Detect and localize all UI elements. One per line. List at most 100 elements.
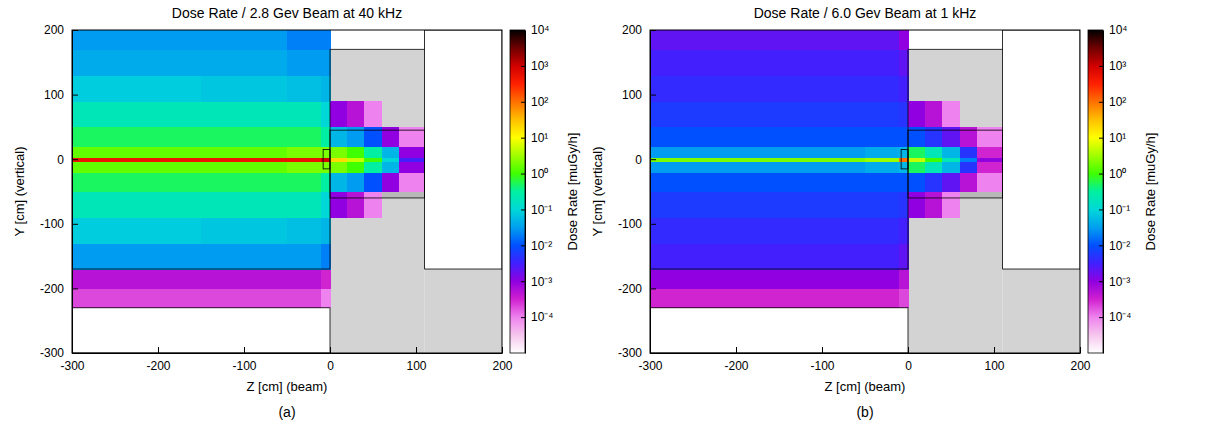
cell bbox=[650, 172, 694, 192]
cell bbox=[977, 161, 1003, 172]
cell bbox=[908, 161, 926, 172]
outline bbox=[425, 30, 502, 269]
cell bbox=[399, 161, 425, 172]
cell bbox=[822, 172, 866, 192]
panel-label: (a) bbox=[278, 404, 295, 420]
panel: -300-200-1000100200-300-200-1000100200Do… bbox=[12, 5, 580, 420]
cell bbox=[693, 243, 737, 269]
cell bbox=[244, 217, 288, 243]
cell bbox=[382, 172, 400, 192]
cell bbox=[779, 101, 823, 127]
cell bbox=[693, 288, 737, 308]
cell bbox=[321, 269, 330, 289]
cell bbox=[201, 161, 245, 172]
cell bbox=[287, 49, 322, 75]
cell bbox=[330, 157, 348, 161]
background bbox=[650, 30, 1080, 353]
colorbar-tick-mark bbox=[1099, 66, 1103, 67]
cell bbox=[201, 49, 245, 75]
cell bbox=[942, 157, 960, 161]
y-tick-label: 200 bbox=[622, 23, 642, 37]
cell bbox=[321, 217, 330, 243]
cell bbox=[779, 192, 823, 218]
cell bbox=[321, 49, 330, 75]
boundary-line bbox=[330, 49, 331, 269]
cell bbox=[347, 192, 365, 218]
cell bbox=[115, 75, 159, 101]
y-tick-label: 100 bbox=[622, 88, 642, 102]
cell bbox=[779, 49, 823, 75]
y-tick-label: 0 bbox=[635, 153, 642, 167]
cell bbox=[72, 192, 116, 218]
x-tick-mark bbox=[908, 347, 909, 353]
colorbar-tick-mark bbox=[1099, 209, 1103, 210]
cell bbox=[330, 172, 348, 192]
colorbar-tick: 10⁻⁴ bbox=[1099, 310, 1132, 324]
cell bbox=[158, 243, 202, 269]
cell bbox=[865, 75, 900, 101]
cell bbox=[287, 127, 322, 147]
cell bbox=[115, 172, 159, 192]
boundary-line bbox=[650, 269, 908, 270]
cell bbox=[865, 269, 900, 289]
cell bbox=[736, 101, 780, 127]
y-tick-label: 0 bbox=[57, 153, 64, 167]
cell bbox=[158, 146, 202, 157]
colorbar-tick-label: 10³ bbox=[531, 59, 548, 73]
cell bbox=[244, 127, 288, 147]
y-tick: 0 bbox=[635, 153, 656, 167]
colorbar-tick: 10⁻³ bbox=[521, 275, 552, 289]
y-tick-label: -100 bbox=[618, 217, 642, 231]
cell bbox=[287, 217, 322, 243]
title: Dose Rate / 2.8 Gev Beam at 40 kHz bbox=[172, 5, 402, 21]
colorbar-tick-label: 10¹ bbox=[1109, 131, 1126, 145]
cell bbox=[822, 146, 866, 157]
cell bbox=[364, 172, 382, 192]
cell bbox=[925, 101, 943, 127]
cell bbox=[650, 269, 694, 289]
cell bbox=[330, 192, 348, 218]
cell bbox=[72, 269, 116, 289]
shielding bbox=[908, 49, 1003, 353]
x-tick-label: -300 bbox=[638, 359, 662, 373]
cell bbox=[321, 101, 330, 127]
cell bbox=[865, 243, 900, 269]
cell bbox=[321, 243, 330, 269]
plot-frame bbox=[72, 30, 502, 353]
boundary-line bbox=[908, 49, 909, 269]
title: Dose Rate / 6.0 Gev Beam at 1 kHz bbox=[754, 5, 977, 21]
cell bbox=[287, 75, 322, 101]
shielding bbox=[330, 49, 425, 353]
y-tick-label: -100 bbox=[40, 217, 64, 231]
colorbar: 10⁻⁴10⁻³10⁻²10⁻¹10⁰10¹10²10³10⁴Dose Rate… bbox=[510, 23, 580, 353]
cell bbox=[736, 49, 780, 75]
cell bbox=[201, 172, 245, 192]
colorbar-tick-mark bbox=[1099, 281, 1103, 282]
colorbar-title: Dose Rate [muGy/h] bbox=[565, 133, 580, 251]
cell bbox=[650, 49, 694, 75]
cell bbox=[244, 101, 288, 127]
cell bbox=[779, 157, 823, 161]
cell bbox=[287, 269, 322, 289]
cell bbox=[399, 172, 425, 192]
cell bbox=[158, 49, 202, 75]
cell bbox=[115, 288, 159, 308]
colorbar-tick: 10⁴ bbox=[1099, 23, 1128, 37]
cells bbox=[72, 30, 425, 308]
cell bbox=[779, 146, 823, 157]
colorbar-tick: 10⁻¹ bbox=[1099, 203, 1130, 217]
cell bbox=[72, 127, 116, 147]
cell bbox=[115, 192, 159, 218]
x-tick-mark bbox=[244, 347, 245, 353]
x-tick: -100 bbox=[232, 347, 256, 373]
cell bbox=[72, 288, 116, 308]
cell bbox=[977, 146, 1003, 157]
colorbar-tick-label: 10⁰ bbox=[1109, 167, 1126, 181]
outline bbox=[72, 308, 330, 353]
cell bbox=[693, 217, 737, 243]
cell bbox=[822, 30, 866, 50]
colorbar-tick: 10¹ bbox=[1099, 131, 1126, 145]
cell bbox=[115, 269, 159, 289]
cell bbox=[244, 75, 288, 101]
colorbar-tick-label: 10² bbox=[1109, 95, 1126, 109]
